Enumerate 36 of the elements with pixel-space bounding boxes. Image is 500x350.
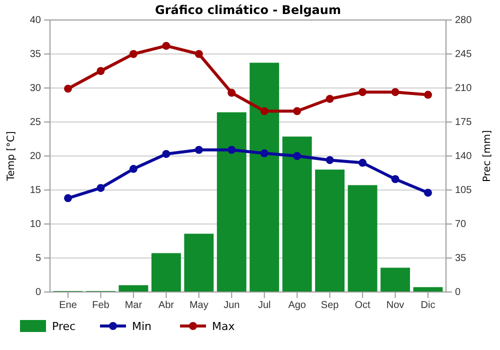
- y2-tick-label: 280: [455, 15, 472, 26]
- x-tick-label: Abr: [158, 300, 175, 312]
- x-tick-label: Ene: [59, 300, 78, 312]
- y-tick-label: 5: [35, 253, 42, 264]
- x-tick-label: Oct: [354, 300, 371, 312]
- x-tick-label: Ago: [288, 300, 306, 312]
- y-tick-label: 10: [30, 219, 42, 230]
- y2-tick-label: 35: [455, 253, 467, 264]
- y2-tick-label: 210: [455, 83, 472, 94]
- legend-label: Max: [212, 320, 236, 333]
- y-tick-label: 40: [30, 15, 42, 26]
- y2-tick-label: 0: [455, 287, 461, 298]
- x-tick-label: Dic: [420, 300, 436, 312]
- legend-label: Min: [132, 320, 152, 333]
- x-tick-label: Jun: [224, 300, 240, 312]
- x-tick-label: May: [189, 300, 208, 312]
- x-tick-label: Mar: [124, 300, 143, 312]
- y2-axis-title: Prec [mm]: [482, 130, 493, 182]
- y-tick-label: 0: [35, 287, 42, 298]
- y-tick-label: 30: [30, 83, 42, 94]
- y-tick-label: 25: [30, 117, 42, 128]
- legend-label: Prec: [52, 320, 76, 333]
- y2-tick-label: 245: [455, 49, 472, 60]
- x-tick-label: Sep: [320, 300, 340, 312]
- y2-tick-label: 70: [455, 219, 467, 230]
- y2-tick-label: 140: [455, 151, 472, 162]
- y-axis-title: Temp [°C]: [6, 131, 17, 182]
- y-tick-label: 35: [30, 49, 42, 60]
- y-tick-label: 15: [30, 185, 42, 196]
- y2-tick-label: 175: [455, 117, 472, 128]
- y-tick-label: 20: [30, 151, 42, 162]
- y2-tick-label: 105: [455, 185, 472, 196]
- x-tick-label: Jul: [258, 300, 271, 312]
- x-tick-label: Nov: [386, 300, 404, 312]
- x-tick-label: Feb: [92, 300, 110, 312]
- chart-title: Gráfico climático - Belgaum: [155, 3, 341, 17]
